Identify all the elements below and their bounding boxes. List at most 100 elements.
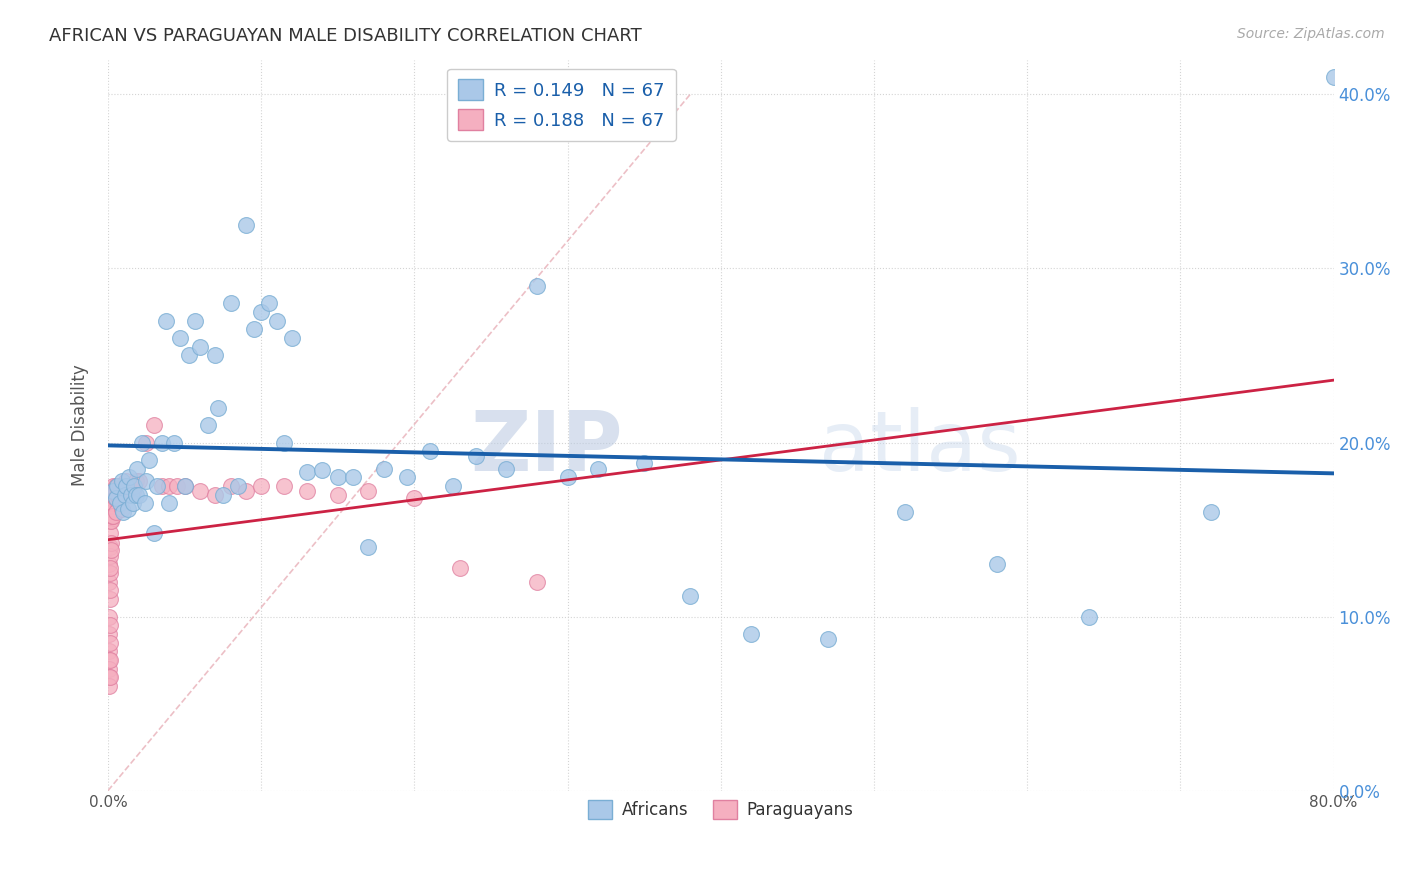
Point xyxy=(893,505,915,519)
Point xyxy=(117,501,139,516)
Point xyxy=(188,484,211,499)
Point xyxy=(121,484,143,499)
Point xyxy=(98,549,121,563)
Point xyxy=(163,435,186,450)
Point xyxy=(986,558,1008,572)
Text: ZIP: ZIP xyxy=(470,407,623,488)
Point xyxy=(242,322,264,336)
Point xyxy=(250,305,273,319)
Point xyxy=(101,508,124,523)
Point xyxy=(98,583,121,598)
Point xyxy=(173,479,195,493)
Point xyxy=(817,632,839,647)
Point xyxy=(526,574,548,589)
Point xyxy=(100,543,122,558)
Legend: Africans, Paraguayans: Africans, Paraguayans xyxy=(582,794,860,826)
Point xyxy=(441,479,464,493)
Point xyxy=(112,505,135,519)
Point xyxy=(150,479,173,493)
Point xyxy=(98,484,121,499)
Point xyxy=(326,488,349,502)
Point xyxy=(104,505,127,519)
Point xyxy=(495,461,517,475)
Point xyxy=(204,488,226,502)
Point xyxy=(526,278,548,293)
Point xyxy=(100,536,122,550)
Point xyxy=(449,561,471,575)
Point xyxy=(98,514,121,528)
Point xyxy=(118,470,141,484)
Point xyxy=(98,592,121,607)
Point xyxy=(219,479,242,493)
Point xyxy=(395,470,418,484)
Point xyxy=(295,484,318,499)
Point xyxy=(115,474,138,488)
Point xyxy=(404,491,426,506)
Point xyxy=(219,296,242,310)
Point xyxy=(273,435,295,450)
Point xyxy=(98,653,121,667)
Point xyxy=(586,461,609,475)
Point xyxy=(118,483,141,497)
Point xyxy=(103,488,125,502)
Point xyxy=(197,418,219,433)
Point xyxy=(150,435,173,450)
Point xyxy=(98,618,121,632)
Point xyxy=(142,418,165,433)
Point xyxy=(188,340,211,354)
Point xyxy=(373,461,395,475)
Point xyxy=(235,218,257,232)
Point xyxy=(103,484,125,499)
Point xyxy=(679,589,702,603)
Point xyxy=(111,501,134,516)
Point xyxy=(124,474,146,488)
Y-axis label: Male Disability: Male Disability xyxy=(72,364,89,486)
Point xyxy=(142,526,165,541)
Point xyxy=(1323,70,1346,84)
Point xyxy=(179,349,201,363)
Point xyxy=(97,609,120,624)
Point xyxy=(98,526,121,541)
Point xyxy=(97,558,120,572)
Point xyxy=(98,488,121,502)
Point xyxy=(134,496,156,510)
Point xyxy=(104,491,127,506)
Point xyxy=(98,627,121,641)
Point xyxy=(110,496,132,510)
Point xyxy=(169,331,191,345)
Point xyxy=(226,479,249,493)
Point xyxy=(633,456,655,470)
Point xyxy=(326,470,349,484)
Point xyxy=(173,479,195,493)
Point xyxy=(98,644,121,658)
Point xyxy=(166,479,188,493)
Point xyxy=(105,488,128,502)
Point xyxy=(212,488,235,502)
Point xyxy=(110,479,132,493)
Point xyxy=(114,488,136,502)
Point xyxy=(104,491,127,506)
Point xyxy=(266,313,288,327)
Point xyxy=(100,514,122,528)
Point xyxy=(98,635,121,649)
Point xyxy=(100,501,122,516)
Point xyxy=(98,679,121,693)
Point xyxy=(1199,505,1222,519)
Point xyxy=(98,540,121,554)
Point xyxy=(115,479,138,493)
Point xyxy=(100,561,122,575)
Point xyxy=(105,479,128,493)
Point xyxy=(273,479,295,493)
Point xyxy=(135,435,157,450)
Point xyxy=(155,313,177,327)
Point xyxy=(97,505,120,519)
Point xyxy=(112,479,135,493)
Point xyxy=(464,450,486,464)
Point xyxy=(135,474,157,488)
Point xyxy=(281,331,304,345)
Point xyxy=(121,496,143,510)
Point xyxy=(100,491,122,506)
Point xyxy=(235,484,257,499)
Point xyxy=(257,296,280,310)
Point xyxy=(250,479,273,493)
